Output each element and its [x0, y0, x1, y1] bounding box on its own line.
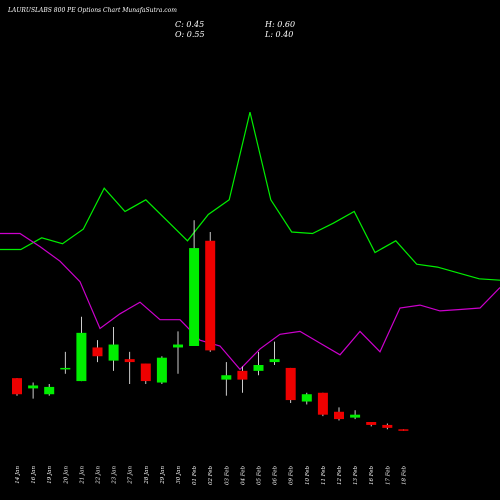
candle — [237, 366, 248, 393]
candle — [60, 351, 71, 374]
candle-body — [366, 422, 377, 425]
candle — [221, 362, 232, 396]
candle-body — [28, 385, 39, 389]
candle — [350, 410, 361, 420]
candle — [334, 407, 344, 421]
x-axis-ticks: 14 Jan 16 Jan 19 Jan 20 Jan 21 Jan 22 Jan 23 J… — [15, 466, 407, 486]
x-tick-label: 30 Jan — [176, 466, 182, 484]
indicator-lines — [0, 112, 500, 371]
x-tick-label: 19 Jan — [47, 466, 53, 484]
candle-body — [382, 424, 393, 428]
candle-body — [140, 363, 151, 382]
candle — [205, 232, 216, 352]
open-readout: O: 0.55 — [175, 30, 205, 39]
x-tick-label: 16 Jan — [31, 466, 37, 484]
x-tick-label: 14 Jan — [15, 466, 21, 484]
candle — [301, 392, 312, 405]
candle — [28, 382, 39, 399]
indicator-line-magenta — [0, 232, 500, 371]
x-tick-label: 18 Feb — [401, 466, 407, 486]
candle-body — [285, 367, 296, 401]
candle-body — [173, 344, 183, 348]
candle-body — [92, 347, 103, 357]
candle-body — [221, 375, 232, 380]
x-tick-label: 17 Feb — [385, 466, 391, 486]
high-readout: H: 0.60 — [264, 20, 295, 29]
candle — [285, 367, 296, 403]
candle — [253, 351, 264, 376]
candle — [173, 331, 183, 374]
candle-body — [124, 359, 135, 363]
x-tick-label: 20 Jan — [63, 466, 69, 485]
x-tick-label: 27 Jan — [128, 466, 134, 485]
x-tick-label: 11 Feb — [321, 466, 327, 486]
candle-body — [301, 394, 312, 402]
x-tick-label: 09 Feb — [289, 466, 295, 486]
candle-body — [44, 386, 55, 395]
x-tick-label: 13 Feb — [353, 466, 359, 486]
candle — [317, 392, 328, 417]
x-tick-label: 03 Feb — [224, 466, 230, 486]
candle — [156, 356, 167, 384]
low-readout: L: 0.40 — [264, 30, 293, 39]
x-tick-label: 16 Feb — [369, 466, 375, 486]
indicator-line-green — [0, 112, 500, 281]
candle — [124, 351, 135, 384]
candle-body — [189, 248, 200, 346]
candle — [366, 422, 377, 427]
candle — [189, 220, 200, 346]
x-tick-label: 01 Feb — [192, 466, 198, 486]
x-tick-label: 04 Feb — [240, 466, 246, 486]
x-tick-label: 10 Feb — [305, 466, 311, 486]
candle-body — [350, 414, 361, 418]
candle-body — [156, 357, 167, 383]
close-readout: C: 0.45 — [175, 20, 204, 29]
candle-body — [237, 370, 248, 380]
candle — [92, 340, 103, 363]
candle-body — [60, 367, 71, 370]
candle-body — [398, 429, 409, 431]
x-tick-label: 23 Jan — [112, 466, 118, 485]
x-tick-label: 28 Jan — [144, 466, 150, 485]
x-tick-label: 21 Jan — [79, 466, 85, 485]
x-tick-label: 05 Feb — [257, 466, 263, 486]
x-tick-label: 29 Jan — [160, 466, 166, 485]
candle — [76, 316, 87, 382]
candle — [12, 378, 22, 396]
candle-body — [317, 392, 328, 415]
candle-body — [334, 411, 344, 420]
candles — [12, 220, 409, 431]
candle-body — [205, 240, 216, 351]
x-tick-label: 02 Feb — [208, 466, 214, 486]
x-tick-label: 22 Jan — [96, 466, 102, 485]
candle — [108, 327, 119, 371]
candle-body — [108, 344, 119, 361]
candle — [269, 341, 280, 365]
candle-body — [253, 365, 264, 371]
candle-body — [12, 378, 22, 395]
candle — [44, 384, 55, 396]
x-tick-label: 06 Feb — [273, 466, 279, 486]
x-tick-label: 12 Feb — [337, 466, 343, 486]
candle — [398, 429, 409, 431]
chart-title: LAURUSLABS 800 PE Options Chart MunafaSu… — [7, 7, 177, 14]
candle-body — [269, 359, 280, 363]
candle-body — [76, 332, 87, 382]
candle — [140, 363, 151, 384]
candle — [382, 423, 393, 430]
